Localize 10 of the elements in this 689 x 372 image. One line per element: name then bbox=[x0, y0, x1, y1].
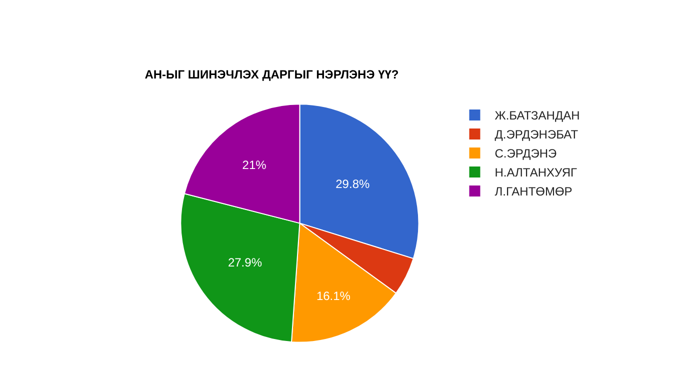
legend-label: С.ЭРДЭНЭ bbox=[494, 146, 557, 161]
legend-label: Ж.БАТЗАНДАН bbox=[494, 108, 580, 123]
data-label: 21% bbox=[242, 158, 267, 172]
legend-label: Н.АЛТАНХУЯГ bbox=[494, 166, 578, 180]
chart-title: АН-ЫГ ШИНЭЧЛЭХ ДАРГЫГ НЭРЛЭНЭ ҮҮ? bbox=[144, 68, 399, 82]
legend-label: Д.ЭРДЭНЭБАТ bbox=[494, 128, 579, 142]
data-label: 27.9% bbox=[228, 256, 262, 270]
data-label: 16.1% bbox=[316, 288, 351, 303]
data-label: 29.8% bbox=[336, 177, 370, 192]
legend-label: Л.ГАНТӨМӨР bbox=[494, 184, 572, 199]
